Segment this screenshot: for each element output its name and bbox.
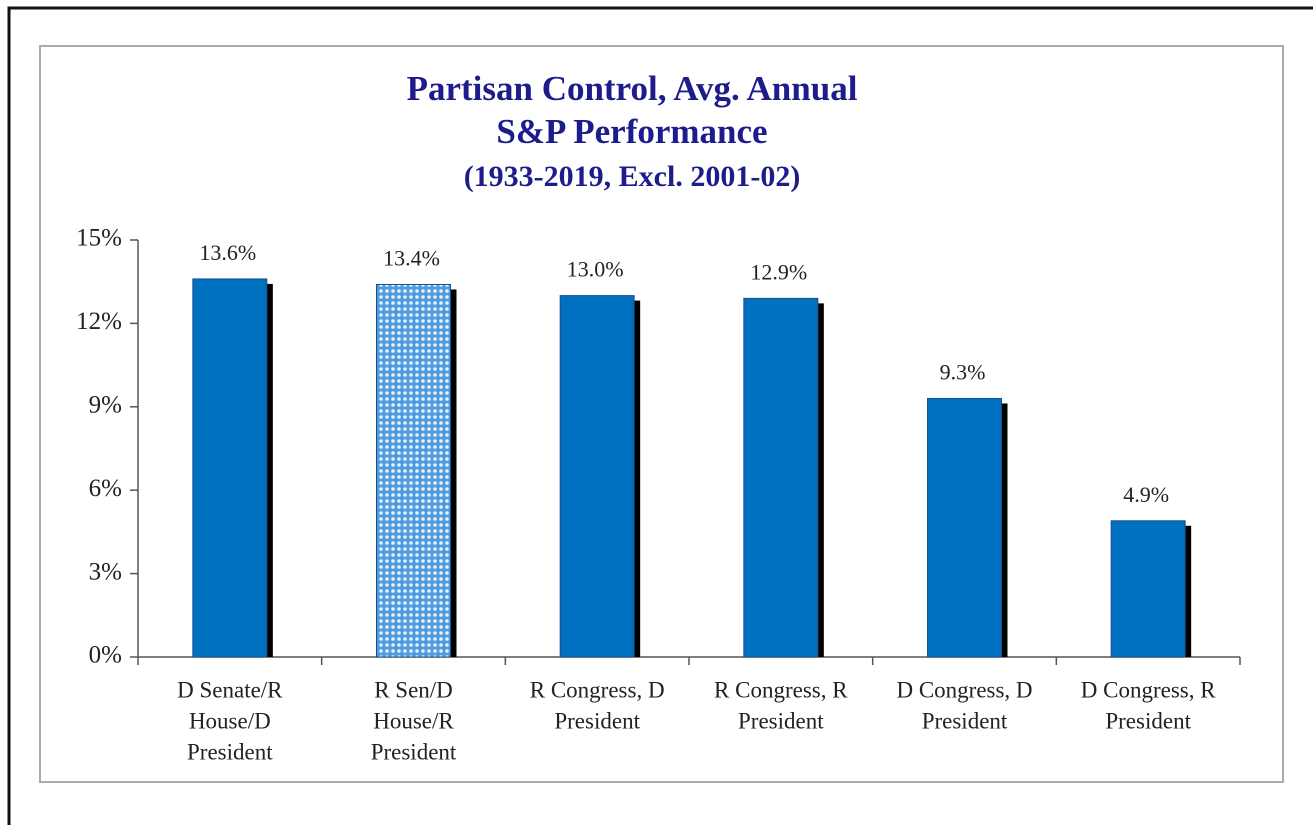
x-tick-label: D Congress, D [896, 677, 1032, 702]
chart-title: Partisan Control, Avg. Annual [407, 69, 858, 108]
x-tick-label: President [922, 708, 1008, 733]
x-tick-label: D Senate/R [177, 677, 283, 702]
y-tick-label: 3% [89, 558, 122, 585]
x-tick-label: R Congress, D [530, 677, 665, 702]
y-tick-label: 6% [89, 475, 122, 502]
y-tick-label: 0% [89, 642, 122, 669]
x-tick-label: House/R [373, 708, 454, 733]
x-tick-label: D Congress, R [1081, 677, 1216, 702]
x-tick-label: R Congress, R [714, 677, 848, 702]
bar [559, 295, 635, 658]
y-tick-label: 9% [89, 392, 122, 419]
plot-frame [39, 45, 1284, 783]
x-tick-label: President [371, 739, 457, 764]
x-tick-label: President [187, 739, 273, 764]
value-label: 13.0% [567, 257, 624, 282]
bar [927, 397, 1002, 658]
chart-title: S&P Performance [496, 112, 767, 151]
x-tick-label: President [1105, 708, 1191, 733]
x-tick-label: President [738, 708, 824, 733]
value-label: 9.3% [940, 360, 986, 385]
value-label: 12.9% [750, 259, 807, 284]
bar [192, 278, 268, 658]
value-label: 13.6% [199, 240, 256, 265]
y-tick-label: 15% [76, 225, 122, 252]
x-tick-label: R Sen/D [374, 677, 453, 702]
y-tick-label: 12% [76, 308, 122, 335]
chart-subtitle: (1933-2019, Excl. 2001-02) [464, 160, 801, 193]
bar [743, 297, 819, 658]
value-label: 13.4% [383, 246, 440, 271]
x-tick-label: House/D [189, 708, 271, 733]
value-label: 4.9% [1123, 482, 1169, 507]
bar [1110, 520, 1186, 658]
bar [376, 283, 451, 658]
x-tick-label: President [554, 708, 640, 733]
outer-frame [7, 6, 1313, 825]
